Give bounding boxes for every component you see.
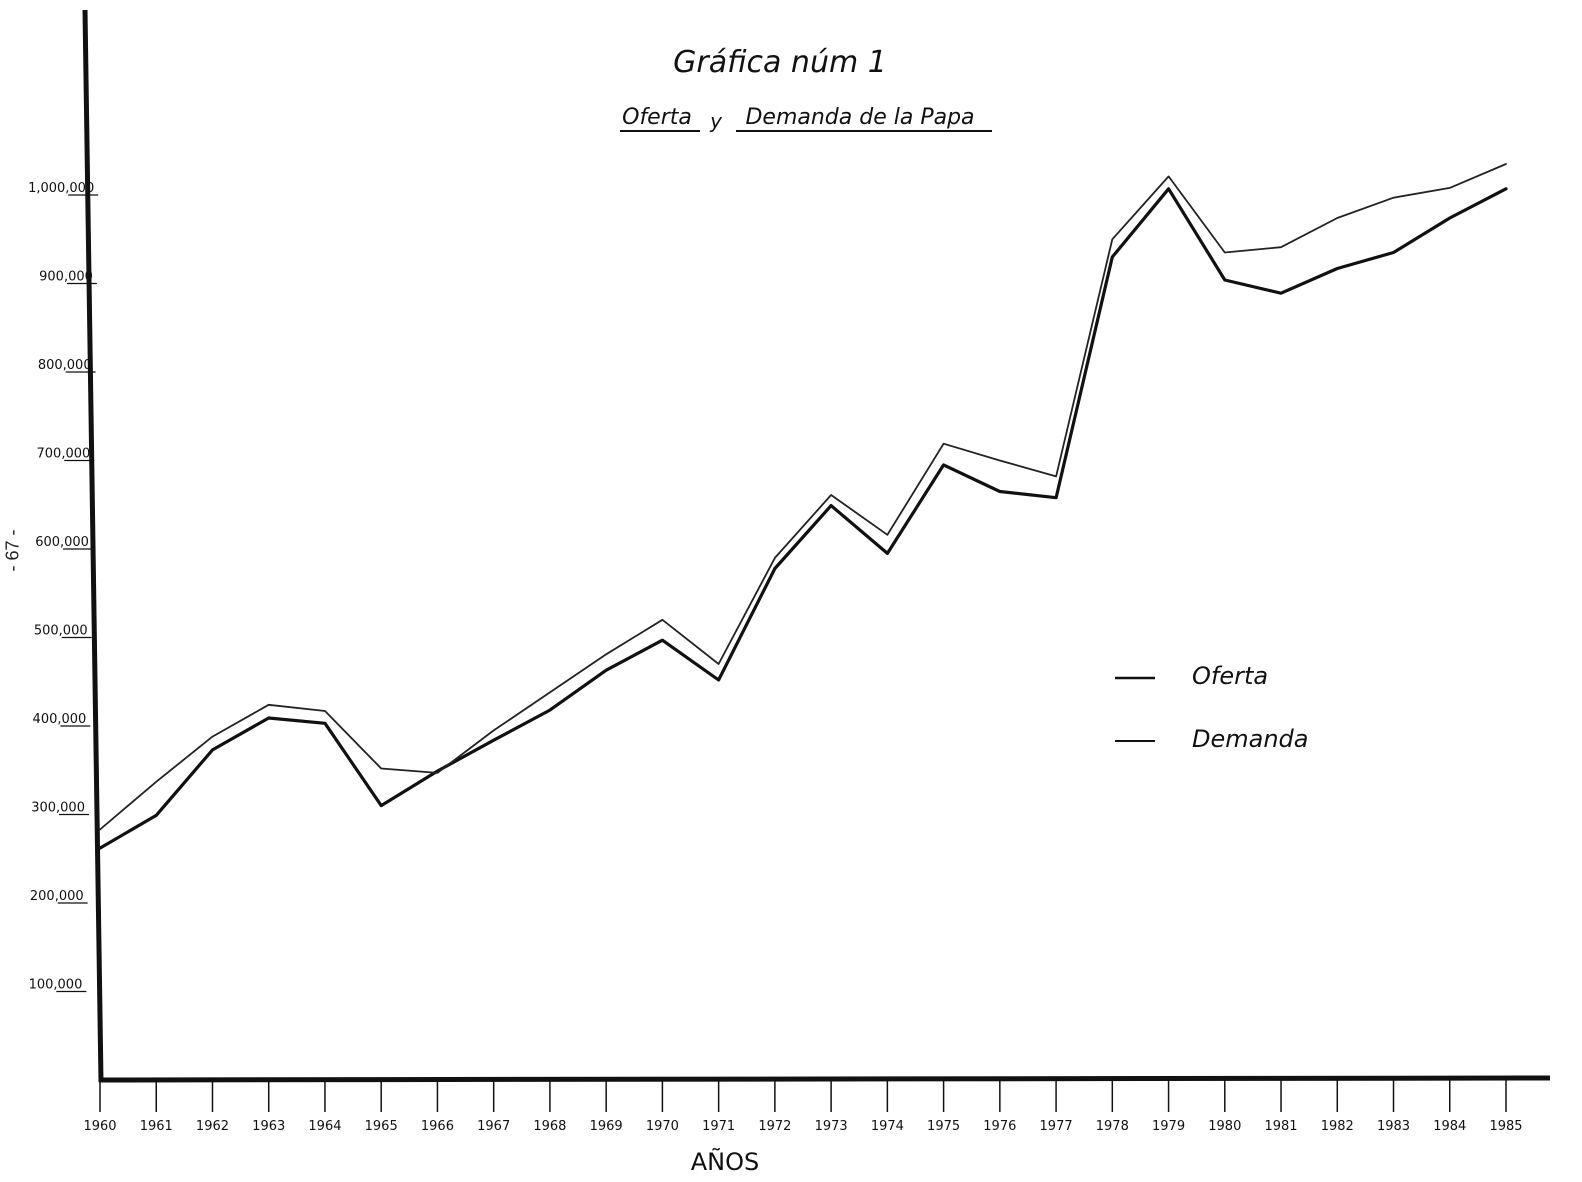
x-tick-label: 1966 — [421, 1119, 454, 1134]
x-tick-label: 1969 — [590, 1119, 623, 1134]
x-tick-label: 1974 — [871, 1119, 904, 1134]
y-axis — [82, 9, 104, 1083]
chart-title: Gráfica núm 1 — [673, 45, 887, 80]
y-tick-label: 1,000,000 — [28, 181, 94, 196]
x-tick-label: 1976 — [983, 1119, 1016, 1134]
x-tick-label: 1964 — [308, 1119, 341, 1134]
series-line-demanda — [99, 163, 1507, 831]
x-tick-label: 1963 — [252, 1119, 285, 1134]
y-tick-label: 500,000 — [34, 624, 88, 639]
x-tick-label: 1984 — [1433, 1119, 1466, 1134]
x-tick-label: 1960 — [83, 1119, 116, 1134]
legend: Oferta Demanda — [1115, 662, 1308, 753]
x-tick-label: 1978 — [1096, 1119, 1129, 1134]
page-number: - 67 - — [2, 529, 23, 572]
x-tick-label: 1981 — [1264, 1119, 1297, 1134]
chart-subtitle-oferta: Oferta — [622, 105, 692, 130]
y-tick-label: 100,000 — [29, 978, 83, 993]
chart-subtitle-rest: Demanda de la Papa — [745, 105, 974, 130]
x-tick-label: 1970 — [646, 1119, 679, 1134]
x-axis — [98, 1075, 1551, 1083]
x-tick-label: 1968 — [533, 1119, 566, 1134]
x-tick-label: 1977 — [1040, 1119, 1073, 1134]
y-tick-label: 400,000 — [33, 712, 87, 727]
x-tick-label: 1973 — [815, 1119, 848, 1134]
y-tick-label: 700,000 — [37, 447, 91, 462]
series-line-oferta — [98, 187, 1508, 850]
x-tick-label: 1967 — [477, 1119, 510, 1134]
y-tick-label: 800,000 — [38, 358, 92, 373]
y-tick-label: 200,000 — [30, 889, 84, 904]
legend-label-oferta: Oferta — [1192, 662, 1268, 690]
legend-label-demanda: Demanda — [1192, 725, 1308, 753]
chart-subtitle-y: y — [709, 109, 723, 133]
x-tick-label: 1965 — [365, 1119, 398, 1134]
x-tick-label: 1972 — [758, 1119, 791, 1134]
x-tick-label: 1985 — [1489, 1119, 1522, 1134]
x-tick-label: 1979 — [1152, 1119, 1185, 1134]
y-tick-label: 600,000 — [35, 535, 89, 550]
y-tick-label: 900,000 — [39, 270, 93, 285]
y-tick-label: 300,000 — [31, 801, 85, 816]
x-tick-label: 1980 — [1208, 1119, 1241, 1134]
x-tick-label: 1983 — [1377, 1119, 1410, 1134]
x-axis-label: AÑOS — [691, 1146, 760, 1176]
x-tick-label: 1962 — [196, 1119, 229, 1134]
x-tick-label: 1975 — [927, 1119, 960, 1134]
x-tick-label: 1971 — [702, 1119, 735, 1134]
x-tick-label: 1961 — [140, 1119, 173, 1134]
x-tick-label: 1982 — [1321, 1119, 1354, 1134]
